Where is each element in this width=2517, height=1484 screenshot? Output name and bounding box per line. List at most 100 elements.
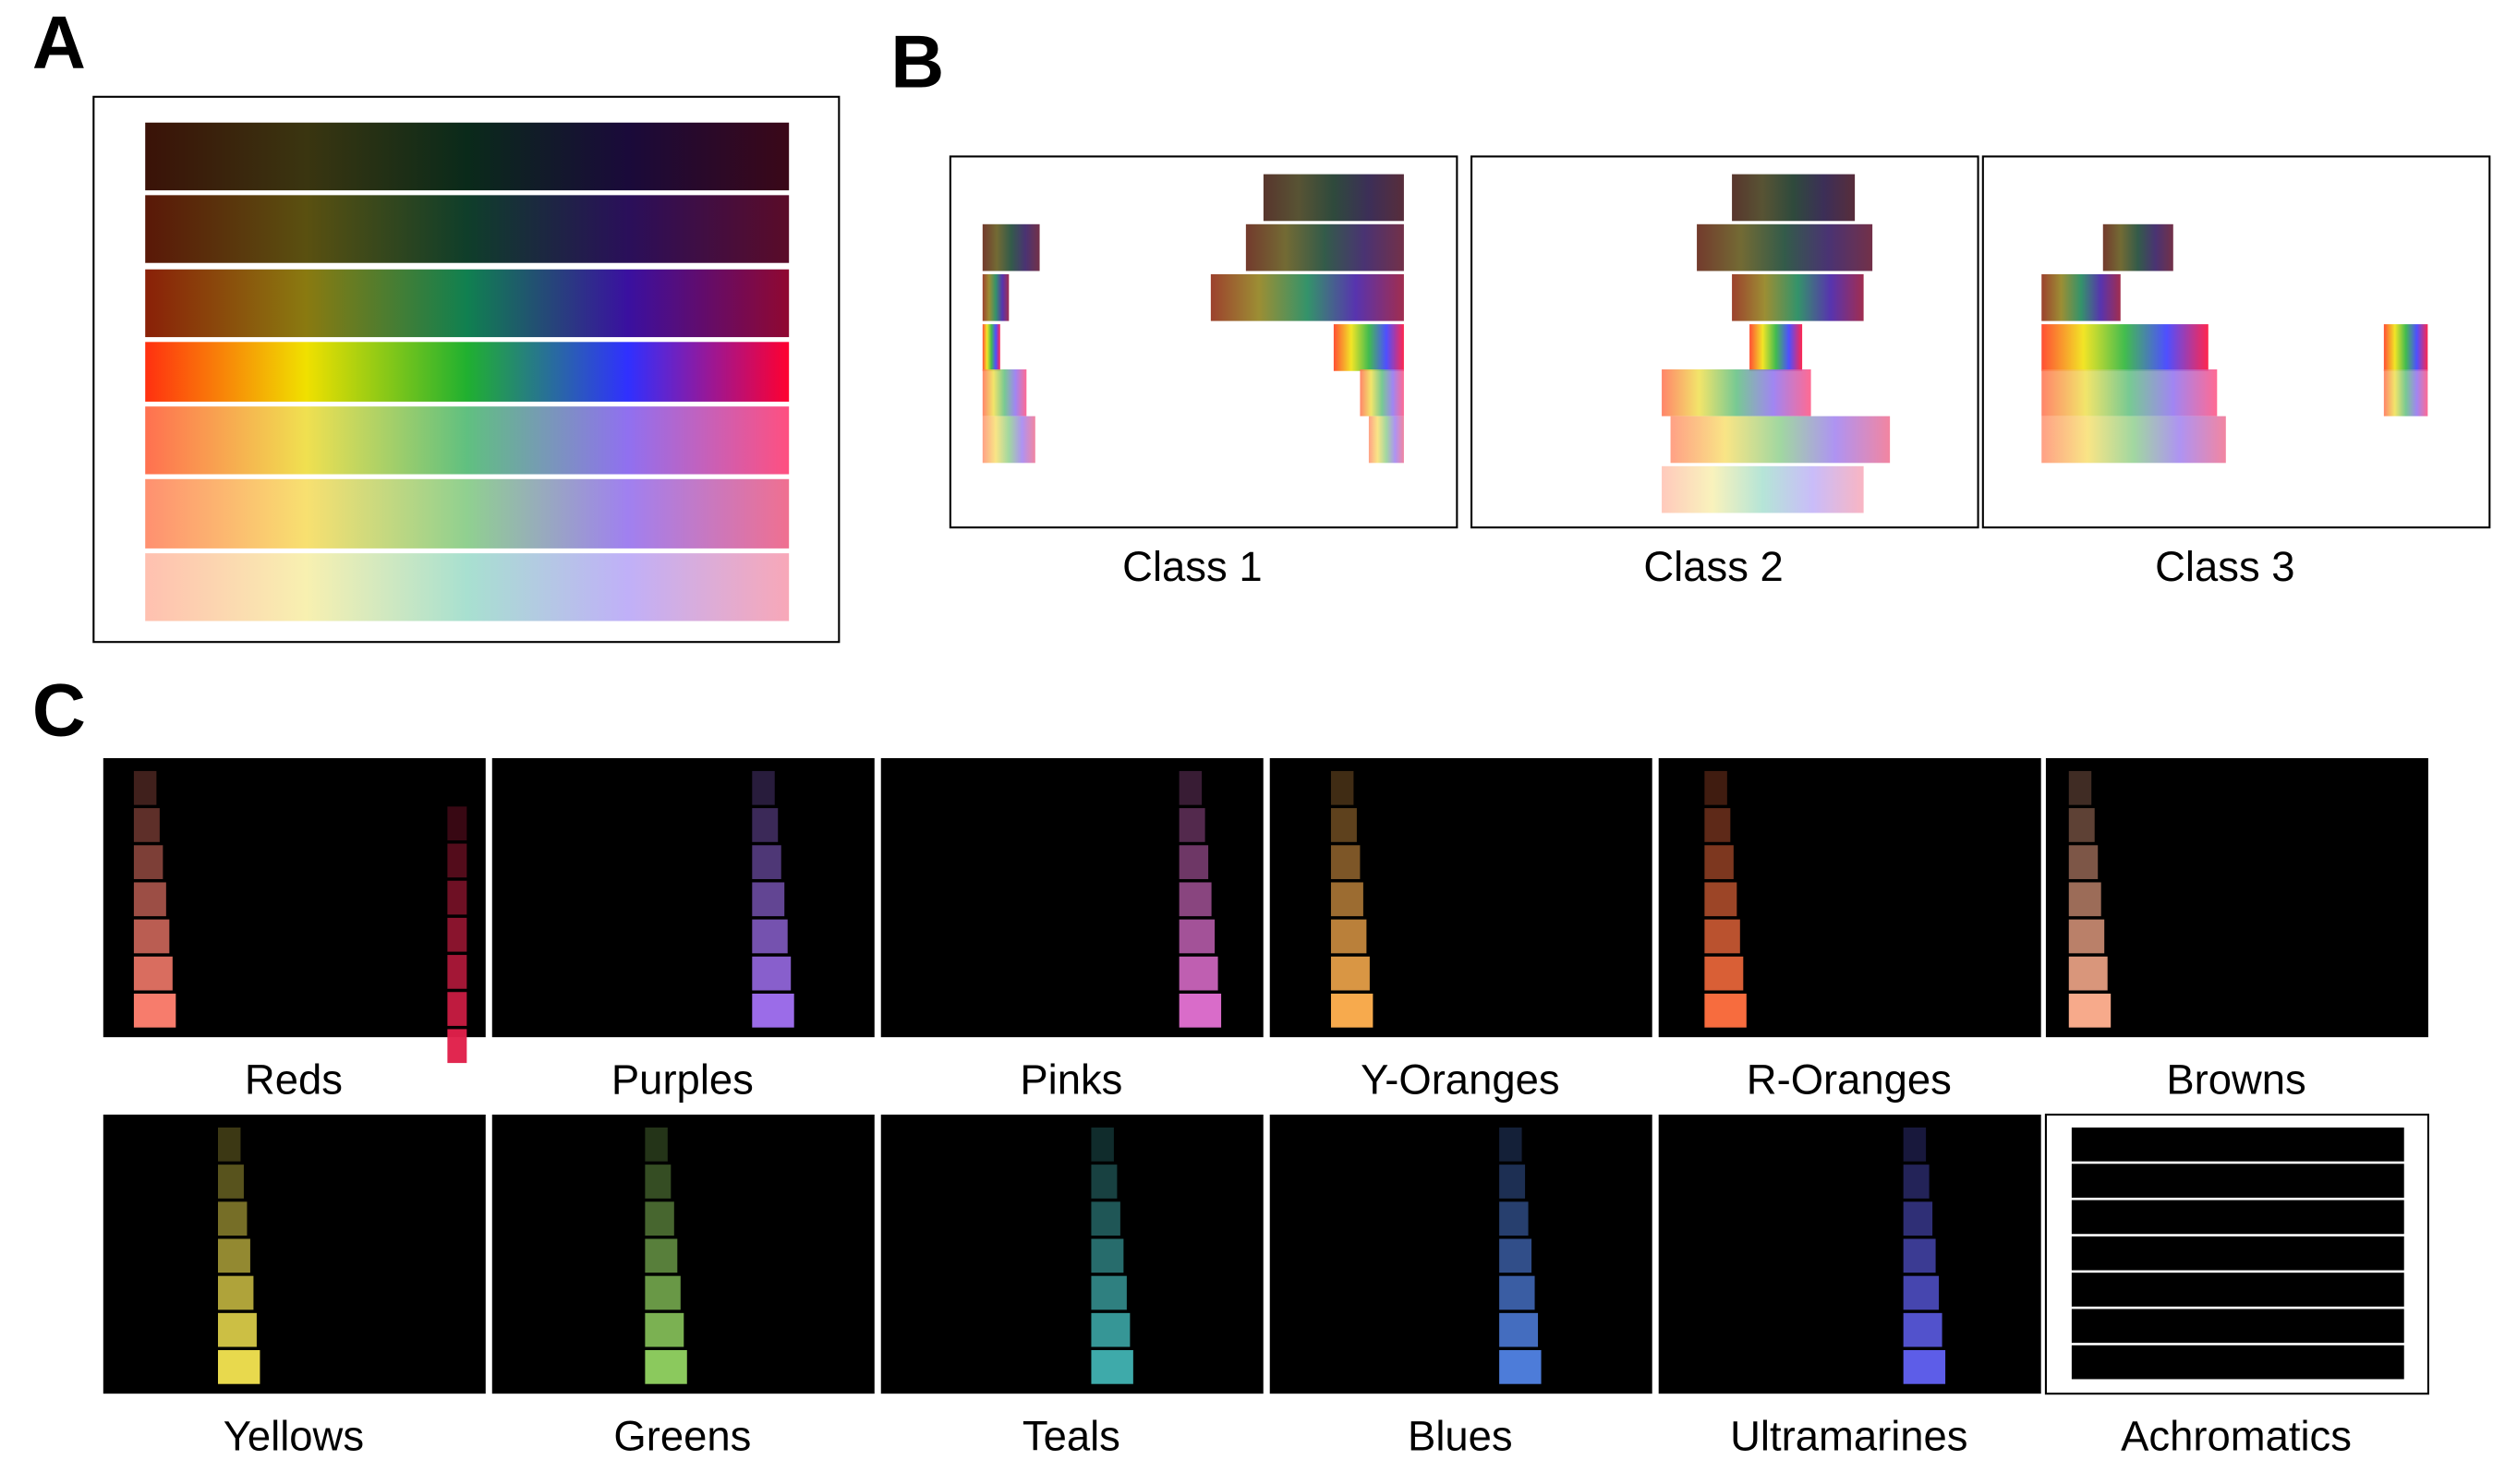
hue-chip <box>752 845 781 879</box>
hue-chip <box>133 770 157 805</box>
gradient-fragment <box>2041 324 2208 371</box>
gradient-fragment <box>982 273 1010 321</box>
gradient-fragment <box>982 369 1027 416</box>
hue-chip <box>752 770 775 805</box>
gradient-fragment <box>2041 416 2226 464</box>
hue-chip <box>1091 1201 1120 1237</box>
hue-chip <box>133 956 173 991</box>
hue-chip <box>1330 956 1370 991</box>
hue-chip <box>645 1201 674 1237</box>
hue-chip <box>1903 1238 1936 1273</box>
gradient-fragment <box>2041 273 2121 321</box>
gradient-fragment <box>1662 369 1811 416</box>
hue-chip <box>2068 770 2092 805</box>
hue-label: Greens <box>613 1412 751 1459</box>
hue-chip <box>447 843 467 878</box>
hue-chip <box>1499 1275 1535 1310</box>
hue-chip <box>1330 882 1363 917</box>
hue-label: R-Oranges <box>1747 1056 1952 1103</box>
hue-chip <box>1903 1201 1933 1237</box>
hue-chip <box>1330 993 1373 1028</box>
hue-chip <box>217 1238 250 1273</box>
hue-tile <box>2045 757 2428 1038</box>
hue-chip <box>752 956 792 991</box>
gradient-fragment <box>982 223 1040 271</box>
hue-chip <box>645 1312 684 1347</box>
hue-chip <box>752 993 794 1028</box>
hue-chip <box>447 992 467 1026</box>
gradient-strip <box>145 478 790 549</box>
gradient-fragment <box>2102 223 2173 271</box>
achromatic-strip <box>2071 1345 2404 1380</box>
gradient-fragment <box>1732 273 1864 321</box>
hue-chip <box>1903 1275 1940 1310</box>
hue-chip <box>1330 770 1354 805</box>
hue-chip <box>1704 808 1731 842</box>
gradient-fragment <box>2383 369 2428 416</box>
hue-chip <box>1091 1350 1133 1384</box>
hue-chip <box>1704 993 1747 1028</box>
panel-label: B <box>890 20 944 103</box>
hue-chip <box>1704 845 1734 879</box>
achromatic-strip <box>2071 1127 2404 1162</box>
gradient-strip <box>145 269 790 338</box>
hue-label: Purples <box>611 1056 754 1103</box>
hue-tile <box>491 757 875 1038</box>
hue-chip <box>2068 882 2101 917</box>
hue-tile <box>1269 757 1652 1038</box>
hue-chip <box>1179 956 1218 991</box>
panel-label: A <box>32 1 86 84</box>
hue-label: Y-Oranges <box>1361 1056 1559 1103</box>
hue-chip <box>447 955 467 989</box>
hue-tile <box>103 757 486 1038</box>
hue-chip <box>1704 919 1740 954</box>
hue-chip <box>1179 882 1212 917</box>
hue-chip <box>2068 845 2099 879</box>
hue-chip <box>1903 1164 1930 1199</box>
hue-chip <box>752 882 785 917</box>
hue-chip <box>1179 993 1222 1028</box>
hue-chip <box>1330 919 1367 954</box>
hue-chip <box>217 1350 260 1384</box>
hue-chip <box>133 919 170 954</box>
hue-label: Teals <box>1023 1412 1120 1459</box>
hue-chip <box>2068 808 2095 842</box>
panel-b-frame <box>1470 155 1979 529</box>
hue-tile <box>103 1114 486 1394</box>
gradient-fragment <box>1245 223 1404 271</box>
hue-chip <box>2068 993 2112 1028</box>
hue-label: Yellows <box>224 1412 364 1459</box>
hue-label: Reds <box>245 1056 343 1103</box>
gradient-fragment <box>2041 369 2218 416</box>
hue-chip <box>645 1127 668 1162</box>
hue-chip <box>1179 770 1203 805</box>
hue-chip <box>2068 956 2108 991</box>
achromatic-strip <box>2071 1164 2404 1198</box>
hue-chip <box>645 1164 672 1199</box>
hue-chip <box>1499 1238 1532 1273</box>
gradient-strip <box>145 553 790 621</box>
hue-chip <box>447 917 467 952</box>
hue-chip <box>447 880 467 915</box>
hue-chip <box>1704 882 1737 917</box>
hue-chip <box>752 919 788 954</box>
hue-chip <box>1091 1275 1127 1310</box>
gradient-fragment <box>1697 223 1873 271</box>
hue-chip <box>2068 919 2105 954</box>
hue-chip <box>645 1275 681 1310</box>
hue-tile <box>1658 1114 2041 1394</box>
hue-chip <box>133 993 176 1028</box>
gradient-strip <box>145 195 790 263</box>
hue-chip <box>133 882 166 917</box>
hue-chip <box>447 1029 467 1064</box>
gradient-fragment <box>982 324 1000 371</box>
hue-tile <box>1269 1114 1652 1394</box>
class-label: Class 1 <box>1122 543 1262 590</box>
hue-chip <box>1499 1312 1539 1347</box>
panel-label: C <box>32 670 86 753</box>
hue-chip <box>1903 1127 1927 1162</box>
hue-chip <box>217 1164 244 1199</box>
gradient-fragment <box>1368 416 1404 464</box>
class-label: Class 3 <box>2155 543 2294 590</box>
